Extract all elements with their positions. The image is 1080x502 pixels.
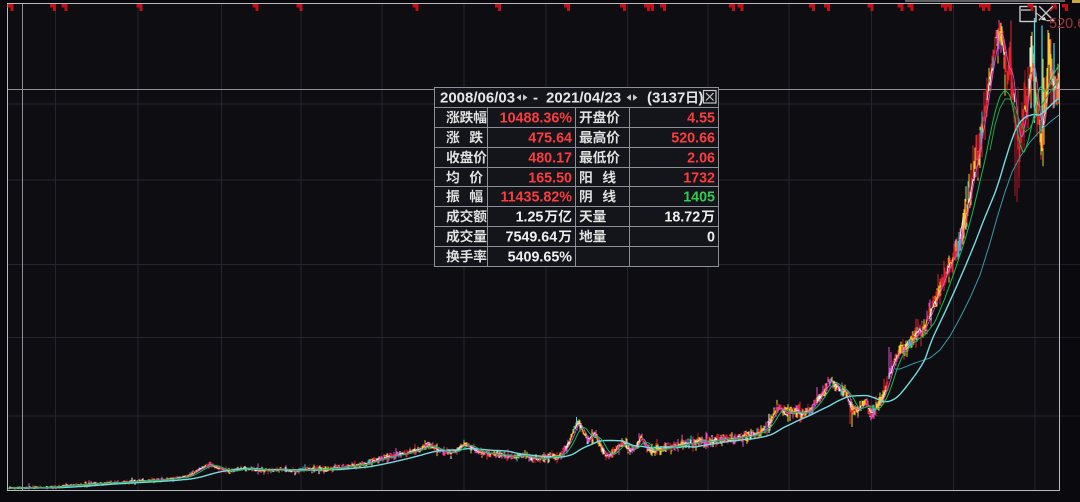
svg-text:1405: 1405 — [683, 189, 715, 205]
svg-text:7549.64: 7549.64 — [506, 229, 558, 245]
svg-text:): ) — [699, 90, 704, 107]
svg-text:10488.36%: 10488.36% — [500, 110, 573, 126]
svg-text:480.17: 480.17 — [528, 150, 572, 166]
svg-text:-: - — [533, 90, 538, 107]
svg-text:475.64: 475.64 — [528, 130, 572, 146]
svg-text:11435.82%: 11435.82% — [500, 189, 572, 205]
svg-text:520.66: 520.66 — [671, 130, 715, 146]
svg-text:1732: 1732 — [683, 170, 715, 186]
svg-text:2008/06/03: 2008/06/03 — [440, 90, 515, 107]
svg-text:4.55: 4.55 — [687, 110, 715, 126]
svg-text:1.25: 1.25 — [516, 209, 544, 225]
svg-text:(3137: (3137 — [647, 90, 685, 107]
svg-text:165.50: 165.50 — [528, 170, 572, 186]
svg-text:0: 0 — [707, 229, 715, 245]
svg-text:18.72: 18.72 — [664, 209, 700, 225]
svg-text:5409.65%: 5409.65% — [508, 249, 573, 265]
svg-text:520.66: 520.66 — [1049, 16, 1080, 32]
svg-text:2021/04/23: 2021/04/23 — [546, 90, 621, 107]
svg-text:2.06: 2.06 — [687, 150, 715, 166]
